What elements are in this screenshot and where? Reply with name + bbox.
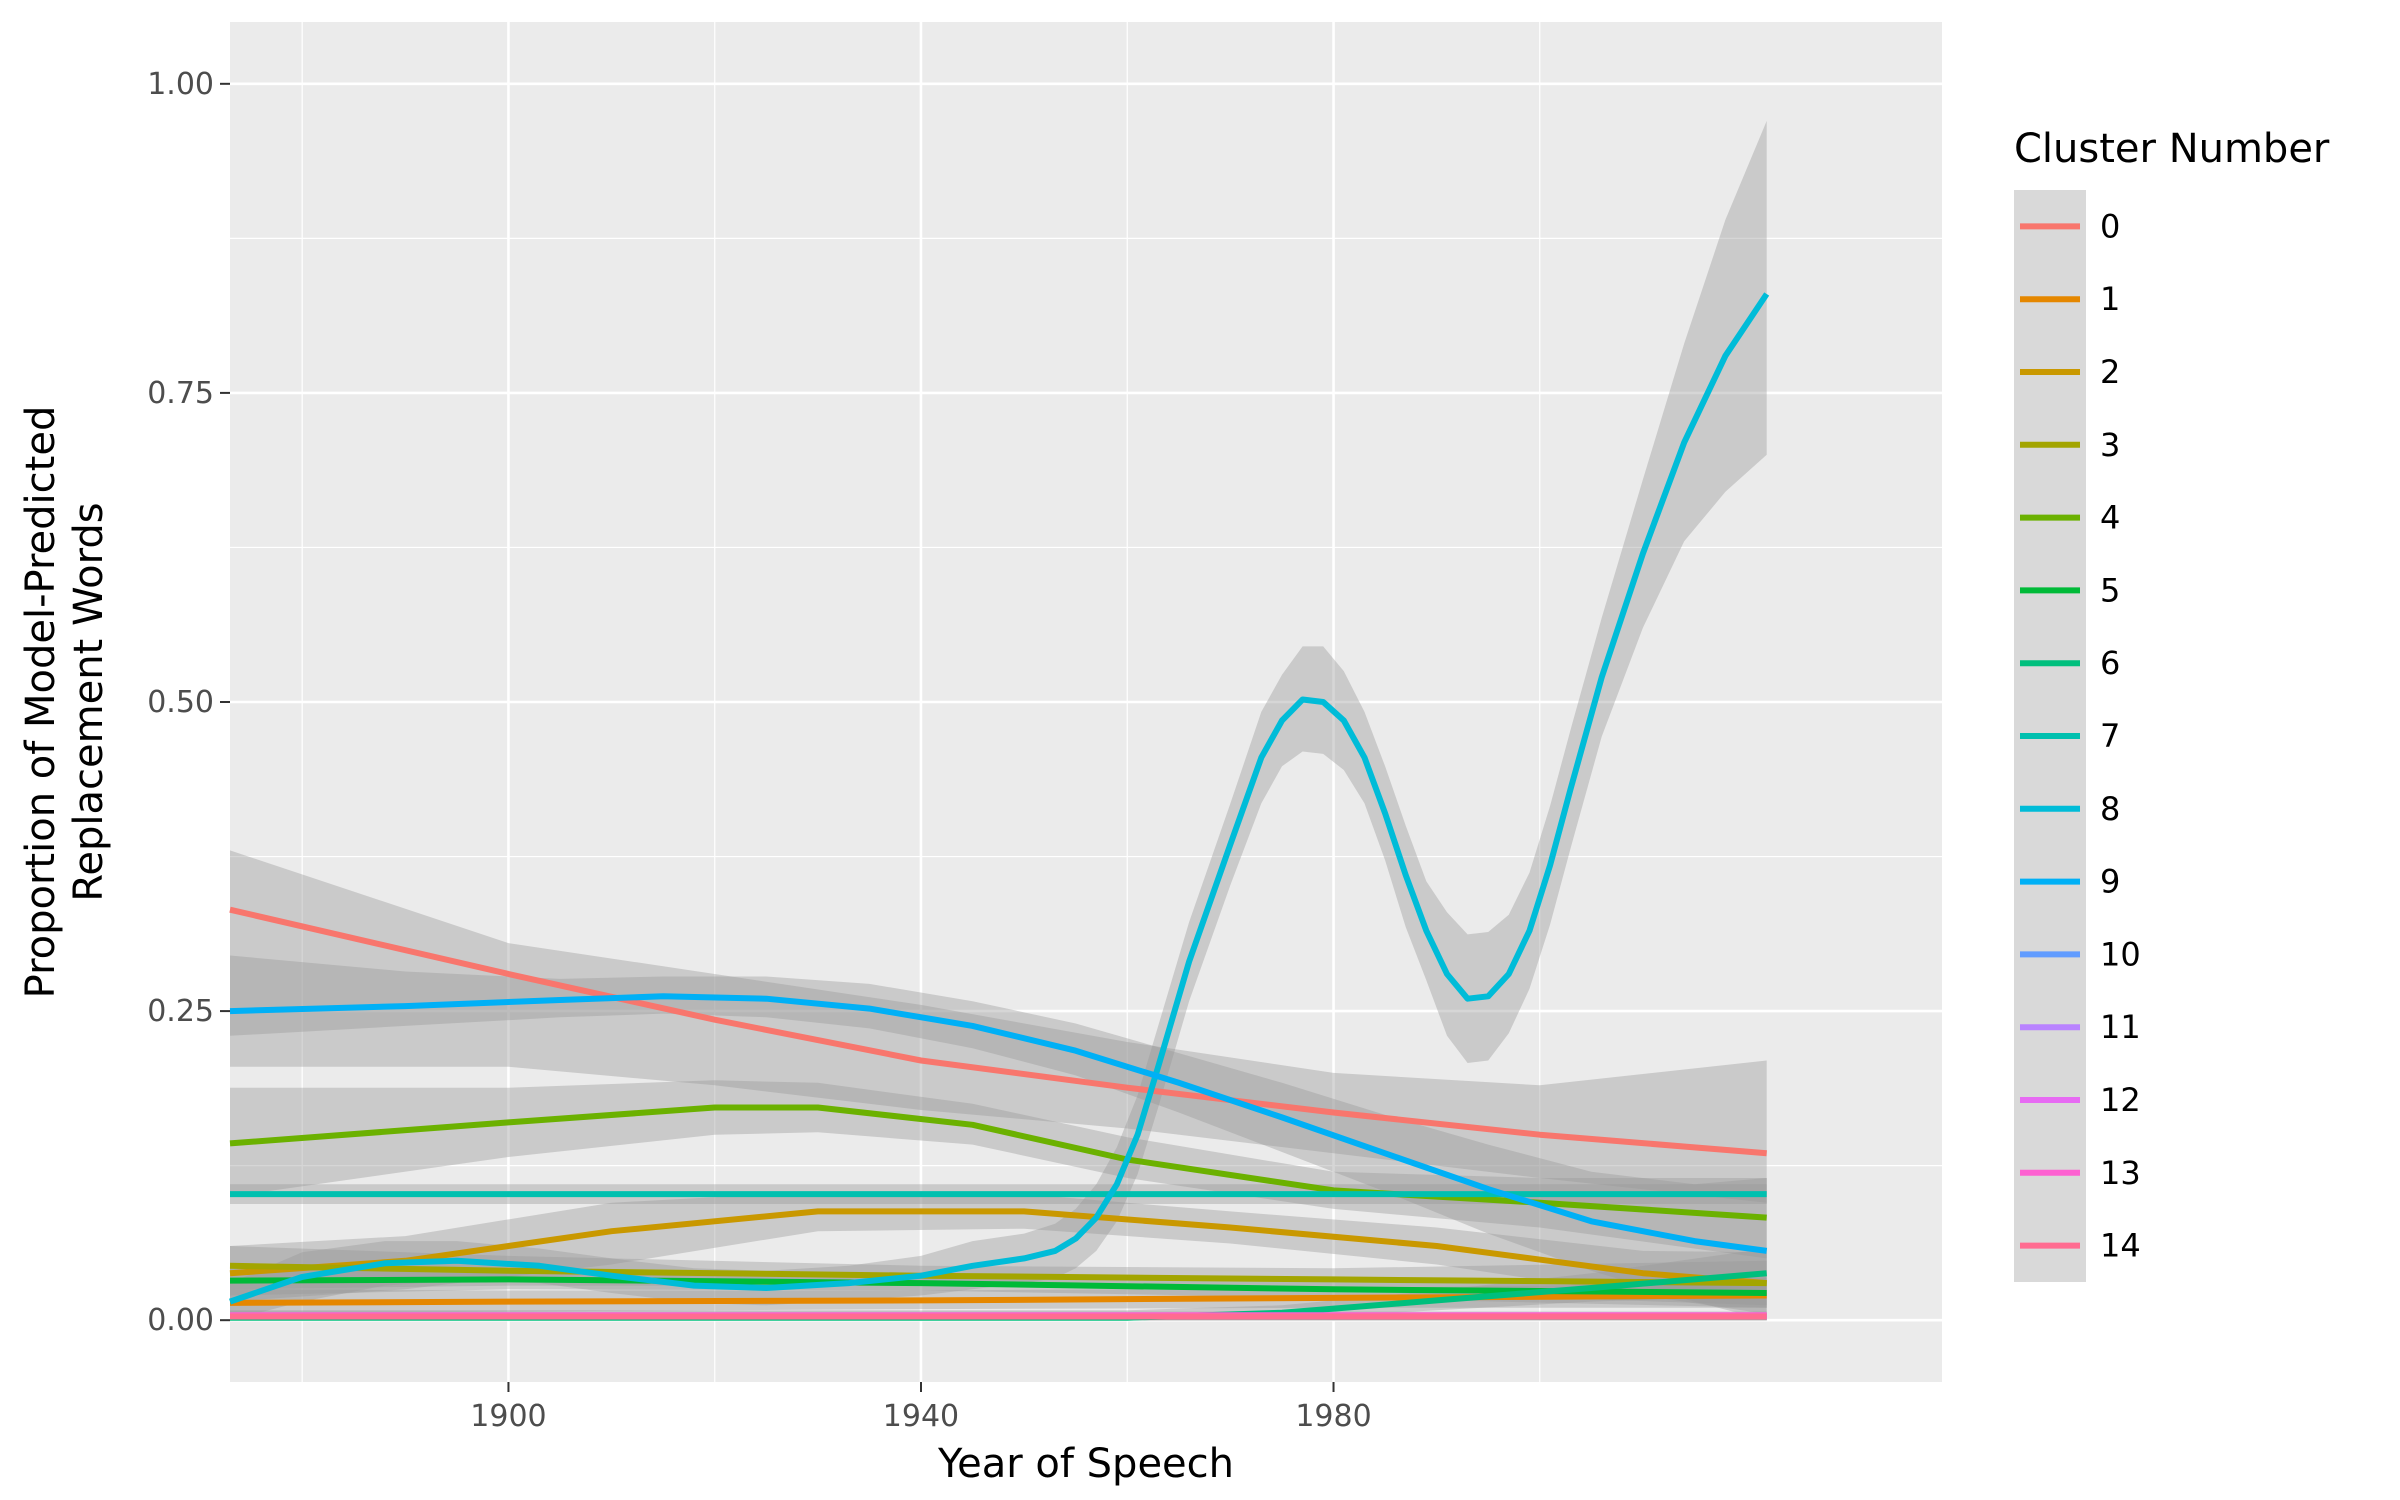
x-axis-title: Year of Speech — [937, 1441, 1234, 1487]
ribbon-series-0 — [230, 850, 1767, 1203]
y-axis-title-line-2: Replacement Words — [66, 502, 112, 901]
x-axis: 1900 1940 1980 — [470, 1382, 1372, 1434]
legend-label-5: 5 — [2100, 571, 2120, 609]
x-tick-label: 1900 — [470, 1399, 546, 1434]
legend-label-2: 2 — [2100, 353, 2120, 391]
ribbon-series-2 — [230, 1191, 1767, 1314]
line-series-9 — [229, 993, 1768, 1254]
legend-label-14: 14 — [2100, 1227, 2141, 1265]
line-series-4 — [229, 1104, 1767, 1221]
y-tick-label: 0.75 — [147, 376, 214, 411]
legend-label-6: 6 — [2100, 644, 2120, 682]
legend-label-0: 0 — [2100, 207, 2120, 245]
ribbon-series-4 — [230, 1080, 1767, 1259]
legend-label-7: 7 — [2100, 717, 2120, 755]
legend-label-3: 3 — [2100, 426, 2120, 464]
line-series-2 — [229, 1208, 1767, 1287]
line-series-8 — [229, 292, 1770, 1305]
legend-label-11: 11 — [2100, 1008, 2141, 1046]
major-gridlines — [230, 22, 1942, 1382]
y-tick-label: 0.25 — [147, 994, 214, 1029]
y-tick-label: 0.50 — [147, 685, 214, 720]
y-axis: 0.00 0.25 0.50 0.75 1.00 — [147, 67, 230, 1338]
line-series-0 — [229, 906, 1767, 1157]
x-tick-label: 1980 — [1295, 1399, 1371, 1434]
y-axis-title-line-1: Proportion of Model-Predicted — [18, 406, 64, 999]
line-series-5 — [229, 1276, 1767, 1296]
y-tick-label: 0.00 — [147, 1303, 214, 1338]
legend-title: Cluster Number — [2014, 126, 2330, 172]
legend-label-12: 12 — [2100, 1081, 2141, 1119]
ribbon-series-9 — [230, 955, 1767, 1321]
legend-label-9: 9 — [2100, 863, 2120, 901]
x-tick-label: 1940 — [883, 1399, 959, 1434]
legend-label-1: 1 — [2100, 280, 2120, 318]
y-tick-label: 1.00 — [147, 67, 214, 102]
series-lines — [229, 292, 1770, 1321]
legend-label-10: 10 — [2100, 935, 2141, 973]
legend-label-8: 8 — [2100, 790, 2120, 828]
legend-label-13: 13 — [2100, 1154, 2141, 1192]
legend-label-4: 4 — [2100, 499, 2120, 537]
